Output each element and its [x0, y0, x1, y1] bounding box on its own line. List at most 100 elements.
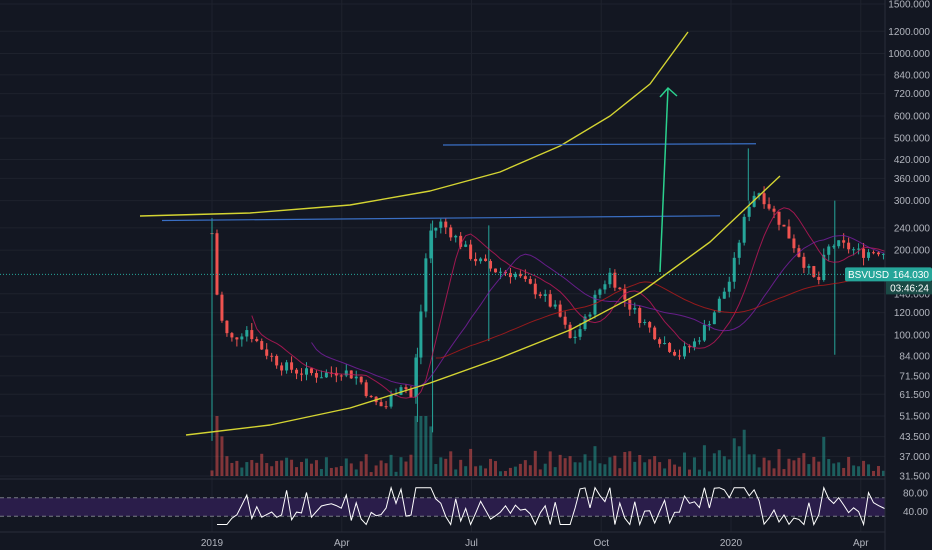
candle [687, 346, 691, 348]
candle [240, 336, 244, 340]
candle [220, 294, 224, 321]
candle [822, 254, 826, 280]
candle [484, 258, 488, 262]
price-tick-label: 200.000 [894, 246, 931, 257]
candle [742, 216, 746, 243]
volume-bar [474, 466, 478, 476]
volume-bar [444, 458, 448, 476]
candle [613, 272, 617, 288]
candle [827, 246, 831, 255]
volume-bar [285, 457, 289, 476]
candle [508, 273, 512, 278]
last-price-label: 164.030 [893, 270, 930, 281]
projection-arrow-head [659, 86, 678, 98]
volume-bar [543, 463, 547, 476]
candle [518, 273, 522, 277]
price-tick-label: 420.000 [894, 155, 931, 166]
volume-bar [349, 463, 353, 476]
rsi-pane [0, 478, 932, 527]
candle [399, 387, 403, 395]
candle [583, 316, 587, 330]
volume-bar [692, 457, 696, 476]
volume-bar [613, 455, 617, 476]
candle [523, 276, 527, 280]
price-tick-label: 37.000 [899, 452, 930, 463]
volume-bar [548, 451, 552, 476]
volume-bar [797, 457, 801, 476]
volume-bar [588, 460, 592, 476]
volume-bar [334, 467, 338, 476]
volume-bar [354, 469, 358, 476]
volume-bar [300, 461, 304, 476]
volume-bars [210, 416, 932, 476]
volume-bar [394, 471, 398, 476]
candle [673, 351, 677, 356]
volume-bar [673, 464, 677, 476]
volume-bar [757, 467, 761, 476]
time-axis[interactable]: 2019AprJulOct2020AprJulOct2021AprJul [0, 531, 932, 549]
volume-bar [210, 470, 214, 476]
volume-bar [235, 460, 239, 476]
volume-bar [847, 456, 851, 476]
candle [697, 340, 701, 342]
volume-bar [339, 466, 343, 476]
volume-bar [678, 466, 682, 476]
volume-bar [658, 462, 662, 476]
volume-bar [697, 469, 701, 476]
projection-arrow[interactable] [659, 87, 669, 273]
candle [324, 372, 328, 378]
volume-bar [872, 470, 876, 476]
candle [250, 330, 254, 340]
lower-channel-curve[interactable] [185, 175, 781, 436]
volume-bar [280, 460, 284, 476]
candle [847, 242, 851, 250]
candle [727, 281, 731, 292]
volume-bar [727, 459, 731, 476]
volume-bar [523, 460, 527, 476]
candle [722, 291, 726, 299]
volume-bar [633, 461, 637, 476]
candle [663, 343, 667, 345]
volume-bar [648, 459, 652, 476]
volume-bar [553, 467, 557, 476]
resistance-line-lower[interactable] [161, 215, 721, 222]
candle [817, 276, 821, 280]
volume-bar [702, 445, 706, 476]
candle [434, 227, 438, 231]
volume-bar [359, 461, 363, 476]
candle [314, 373, 318, 378]
resistance-line-upper[interactable] [442, 143, 757, 146]
symbol-label: BSVUSD [848, 270, 889, 281]
volume-bar [454, 469, 458, 476]
volume-bar [489, 458, 493, 476]
price-tick-label: 500.000 [894, 134, 931, 145]
volume-bar [852, 465, 856, 476]
volume-bar [533, 450, 537, 476]
time-tick-label: Oct [593, 538, 609, 549]
upper-channel-curve[interactable] [139, 31, 689, 217]
candle [309, 368, 313, 374]
price-tick-label: 1500.000 [888, 0, 930, 11]
candle [230, 333, 234, 338]
volume-bar [464, 466, 468, 476]
volume-bar [409, 454, 413, 476]
candle [842, 240, 846, 243]
candle [558, 304, 562, 317]
volume-bar [623, 451, 627, 476]
volume-bar [583, 454, 587, 476]
candle [543, 294, 547, 296]
volume-bar [772, 468, 776, 476]
last-price-tag [845, 267, 932, 282]
candle [792, 238, 796, 249]
time-tick-label: 2020 [720, 538, 743, 549]
candle [245, 330, 249, 337]
candle [802, 256, 806, 268]
volume-bar [628, 451, 632, 476]
volume-bar [369, 472, 373, 476]
volume-bar [568, 456, 572, 476]
volume-bar [414, 416, 418, 476]
candle [225, 320, 229, 334]
candle [280, 365, 284, 371]
price-tick-label: 360.000 [894, 174, 931, 185]
